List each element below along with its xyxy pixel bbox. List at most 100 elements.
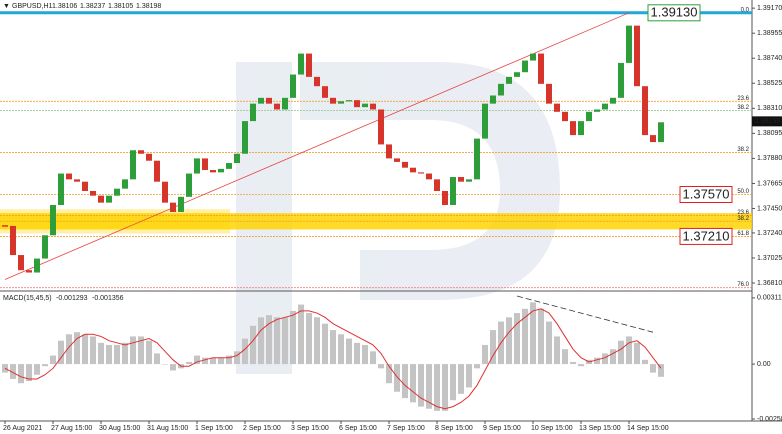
level-label: 76.0 bbox=[737, 282, 749, 288]
y-tick-label: 0.00 bbox=[757, 361, 771, 368]
candle bbox=[386, 144, 392, 159]
histogram-bar bbox=[626, 336, 632, 365]
histogram-bar bbox=[18, 364, 24, 384]
candle bbox=[242, 121, 248, 154]
price-label: 1.37210 bbox=[683, 228, 730, 243]
candle bbox=[490, 95, 496, 104]
candle bbox=[106, 195, 112, 203]
candle bbox=[10, 225, 16, 256]
histogram-bar bbox=[226, 355, 232, 365]
candle bbox=[538, 53, 544, 84]
candle bbox=[194, 158, 200, 174]
candle bbox=[506, 76, 512, 84]
candle bbox=[138, 150, 144, 154]
price-label: 1.39130 bbox=[651, 5, 698, 20]
candle bbox=[498, 83, 504, 96]
candle bbox=[578, 121, 584, 136]
candle bbox=[50, 204, 56, 236]
y-tick-label: 1.37450 bbox=[757, 205, 782, 212]
histogram-bar bbox=[338, 334, 344, 365]
price-label-box bbox=[679, 227, 733, 245]
quote-value: 1.38198 bbox=[136, 3, 161, 10]
histogram-bar bbox=[442, 364, 448, 411]
y-tick-label: 1.38740 bbox=[757, 55, 782, 62]
candle bbox=[66, 173, 72, 180]
histogram-bar bbox=[162, 364, 168, 365]
x-tick-label: 14 Sep 15:00 bbox=[627, 425, 669, 432]
histogram-bar bbox=[434, 364, 440, 411]
candle bbox=[546, 83, 552, 104]
histogram-bar bbox=[42, 364, 48, 367]
candle bbox=[178, 196, 184, 212]
current-price-label: 1.38198 bbox=[755, 118, 780, 125]
candle bbox=[274, 103, 280, 110]
histogram-bar bbox=[402, 364, 408, 399]
level-label: 61.8 bbox=[737, 231, 749, 237]
x-tick-label: 10 Sep 15:00 bbox=[531, 425, 573, 432]
histogram-bar bbox=[58, 340, 64, 365]
histogram-bar bbox=[90, 336, 96, 365]
histogram-bar bbox=[426, 364, 432, 409]
histogram-bar bbox=[538, 308, 544, 365]
histogram-bar bbox=[322, 323, 328, 365]
histogram-bar bbox=[122, 342, 128, 365]
y-tick-label: -0.002583 bbox=[757, 416, 782, 423]
candle bbox=[594, 109, 600, 112]
histogram-bar bbox=[362, 344, 368, 365]
histogram-bar bbox=[378, 364, 384, 369]
candle bbox=[306, 53, 312, 77]
histogram-bar bbox=[354, 342, 360, 365]
candle bbox=[434, 179, 440, 192]
candle bbox=[210, 170, 216, 173]
histogram-bar bbox=[546, 321, 552, 365]
histogram-bar bbox=[298, 304, 304, 365]
histogram-bar bbox=[458, 364, 464, 394]
candle bbox=[634, 25, 640, 87]
histogram-bar bbox=[290, 310, 296, 365]
histogram-bar bbox=[330, 330, 336, 365]
histogram-bar bbox=[106, 344, 112, 365]
candle bbox=[570, 121, 576, 136]
candle bbox=[602, 103, 608, 110]
candle bbox=[626, 25, 632, 63]
candle bbox=[58, 173, 64, 205]
y-tick-label: 1.37025 bbox=[757, 255, 782, 262]
candle bbox=[90, 191, 96, 196]
histogram-bar bbox=[642, 359, 648, 365]
histogram-bar bbox=[130, 336, 136, 365]
candle bbox=[586, 111, 592, 122]
x-tick-label: 9 Sep 15:00 bbox=[483, 425, 521, 432]
histogram-bar bbox=[610, 349, 616, 365]
histogram-bar bbox=[634, 342, 640, 365]
x-tick-label: 27 Aug 15:00 bbox=[51, 425, 92, 432]
histogram-bar bbox=[482, 344, 488, 365]
candle bbox=[658, 122, 664, 143]
price-label-box bbox=[647, 4, 701, 22]
x-tick-label: 6 Sep 15:00 bbox=[339, 425, 377, 432]
histogram-bar bbox=[154, 353, 160, 365]
histogram-bar bbox=[274, 317, 280, 365]
histogram-bar bbox=[466, 364, 472, 388]
x-tick-label: 3 Sep 15:00 bbox=[291, 425, 329, 432]
candle bbox=[562, 111, 568, 122]
symbol-title: GBPUSD,H1 bbox=[12, 3, 53, 10]
x-tick-label: 26 Aug 2021 bbox=[3, 425, 42, 432]
histogram-bar bbox=[26, 364, 32, 382]
candle bbox=[266, 97, 272, 104]
histogram-bar bbox=[618, 340, 624, 365]
candle bbox=[82, 181, 88, 192]
candle bbox=[458, 177, 464, 182]
candle bbox=[146, 153, 152, 161]
histogram-bar bbox=[50, 355, 56, 365]
histogram-bar bbox=[530, 302, 536, 365]
divergence-line bbox=[516, 295, 654, 333]
x-tick-label: 1 Sep 15:00 bbox=[195, 425, 233, 432]
histogram-bar bbox=[202, 357, 208, 365]
level-label: 38.2 bbox=[737, 147, 749, 153]
histogram-bar bbox=[282, 317, 288, 365]
candle bbox=[234, 153, 240, 164]
histogram-bar bbox=[306, 313, 312, 365]
quote-value: 1.38106 bbox=[52, 3, 77, 10]
candle bbox=[642, 86, 648, 136]
